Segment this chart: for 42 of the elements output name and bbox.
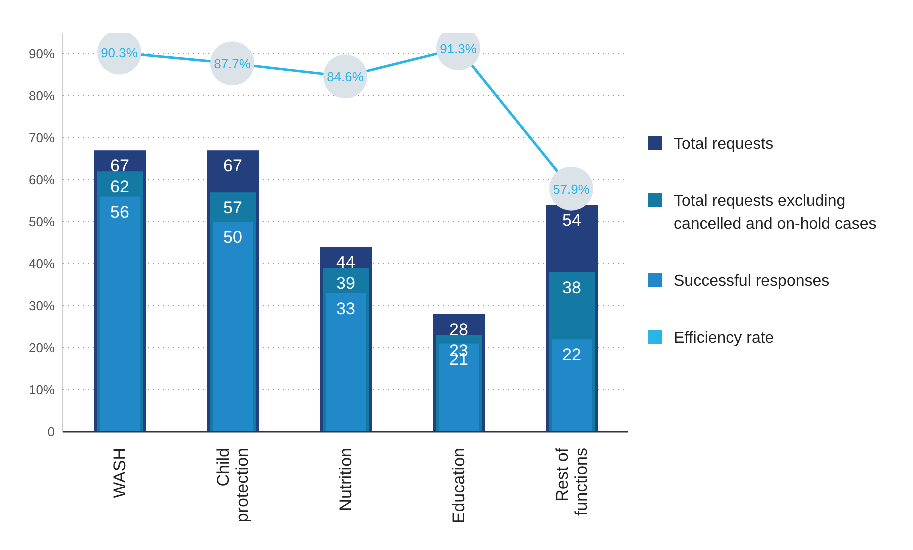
legend-label: Total requests excluding cancelled and on-hold cases [674,192,878,235]
data-label: 67 [110,156,130,176]
y-tick-label: 90% [28,46,56,62]
y-tick-label: 40% [28,256,56,272]
bar [100,196,140,432]
y-tick-label: 0 [48,424,55,440]
data-label: 38 [562,278,582,298]
y-tick-label: 30% [28,298,56,314]
y-tick-label: 60% [28,172,56,188]
data-label: 54 [562,211,582,230]
data-label: 57.9% [553,182,590,197]
data-label: 33 [336,299,356,318]
data-label: 28 [450,320,468,340]
y-tick-label: 10% [28,382,56,398]
data-label: 22 [562,346,582,365]
y-tick-label: 70% [28,130,56,146]
y-tick-label: 50% [28,214,56,230]
data-label: 57 [224,198,242,218]
y-tick-label: 80% [28,88,56,104]
bar [213,222,253,432]
data-label: 44 [336,253,356,272]
legend-label: Efficiency rate [674,329,776,349]
data-label: 56 [110,202,130,222]
data-label: 84.6% [327,70,364,85]
x-tick-label: Child protection [214,448,252,523]
y-tick-label: 20% [28,340,56,356]
data-label: 91.3% [440,42,478,57]
data-label: 62 [110,178,130,197]
x-tick-label: Nutrition [336,448,356,512]
data-label: 87.7% [214,56,252,72]
legend-label: Total requests [674,135,775,155]
data-label: 50 [224,228,242,247]
x-tick-label: Education [449,448,468,524]
bar [552,340,592,432]
x-tick-label: WASH [110,448,130,498]
data-label: 90.3% [101,46,138,61]
bar [326,293,366,432]
data-label: 67 [224,156,242,176]
bar [439,344,479,432]
x-tick-label: Rest of functions [553,448,591,516]
legend-label: Successful responses [674,272,831,292]
data-label: 39 [336,274,356,294]
